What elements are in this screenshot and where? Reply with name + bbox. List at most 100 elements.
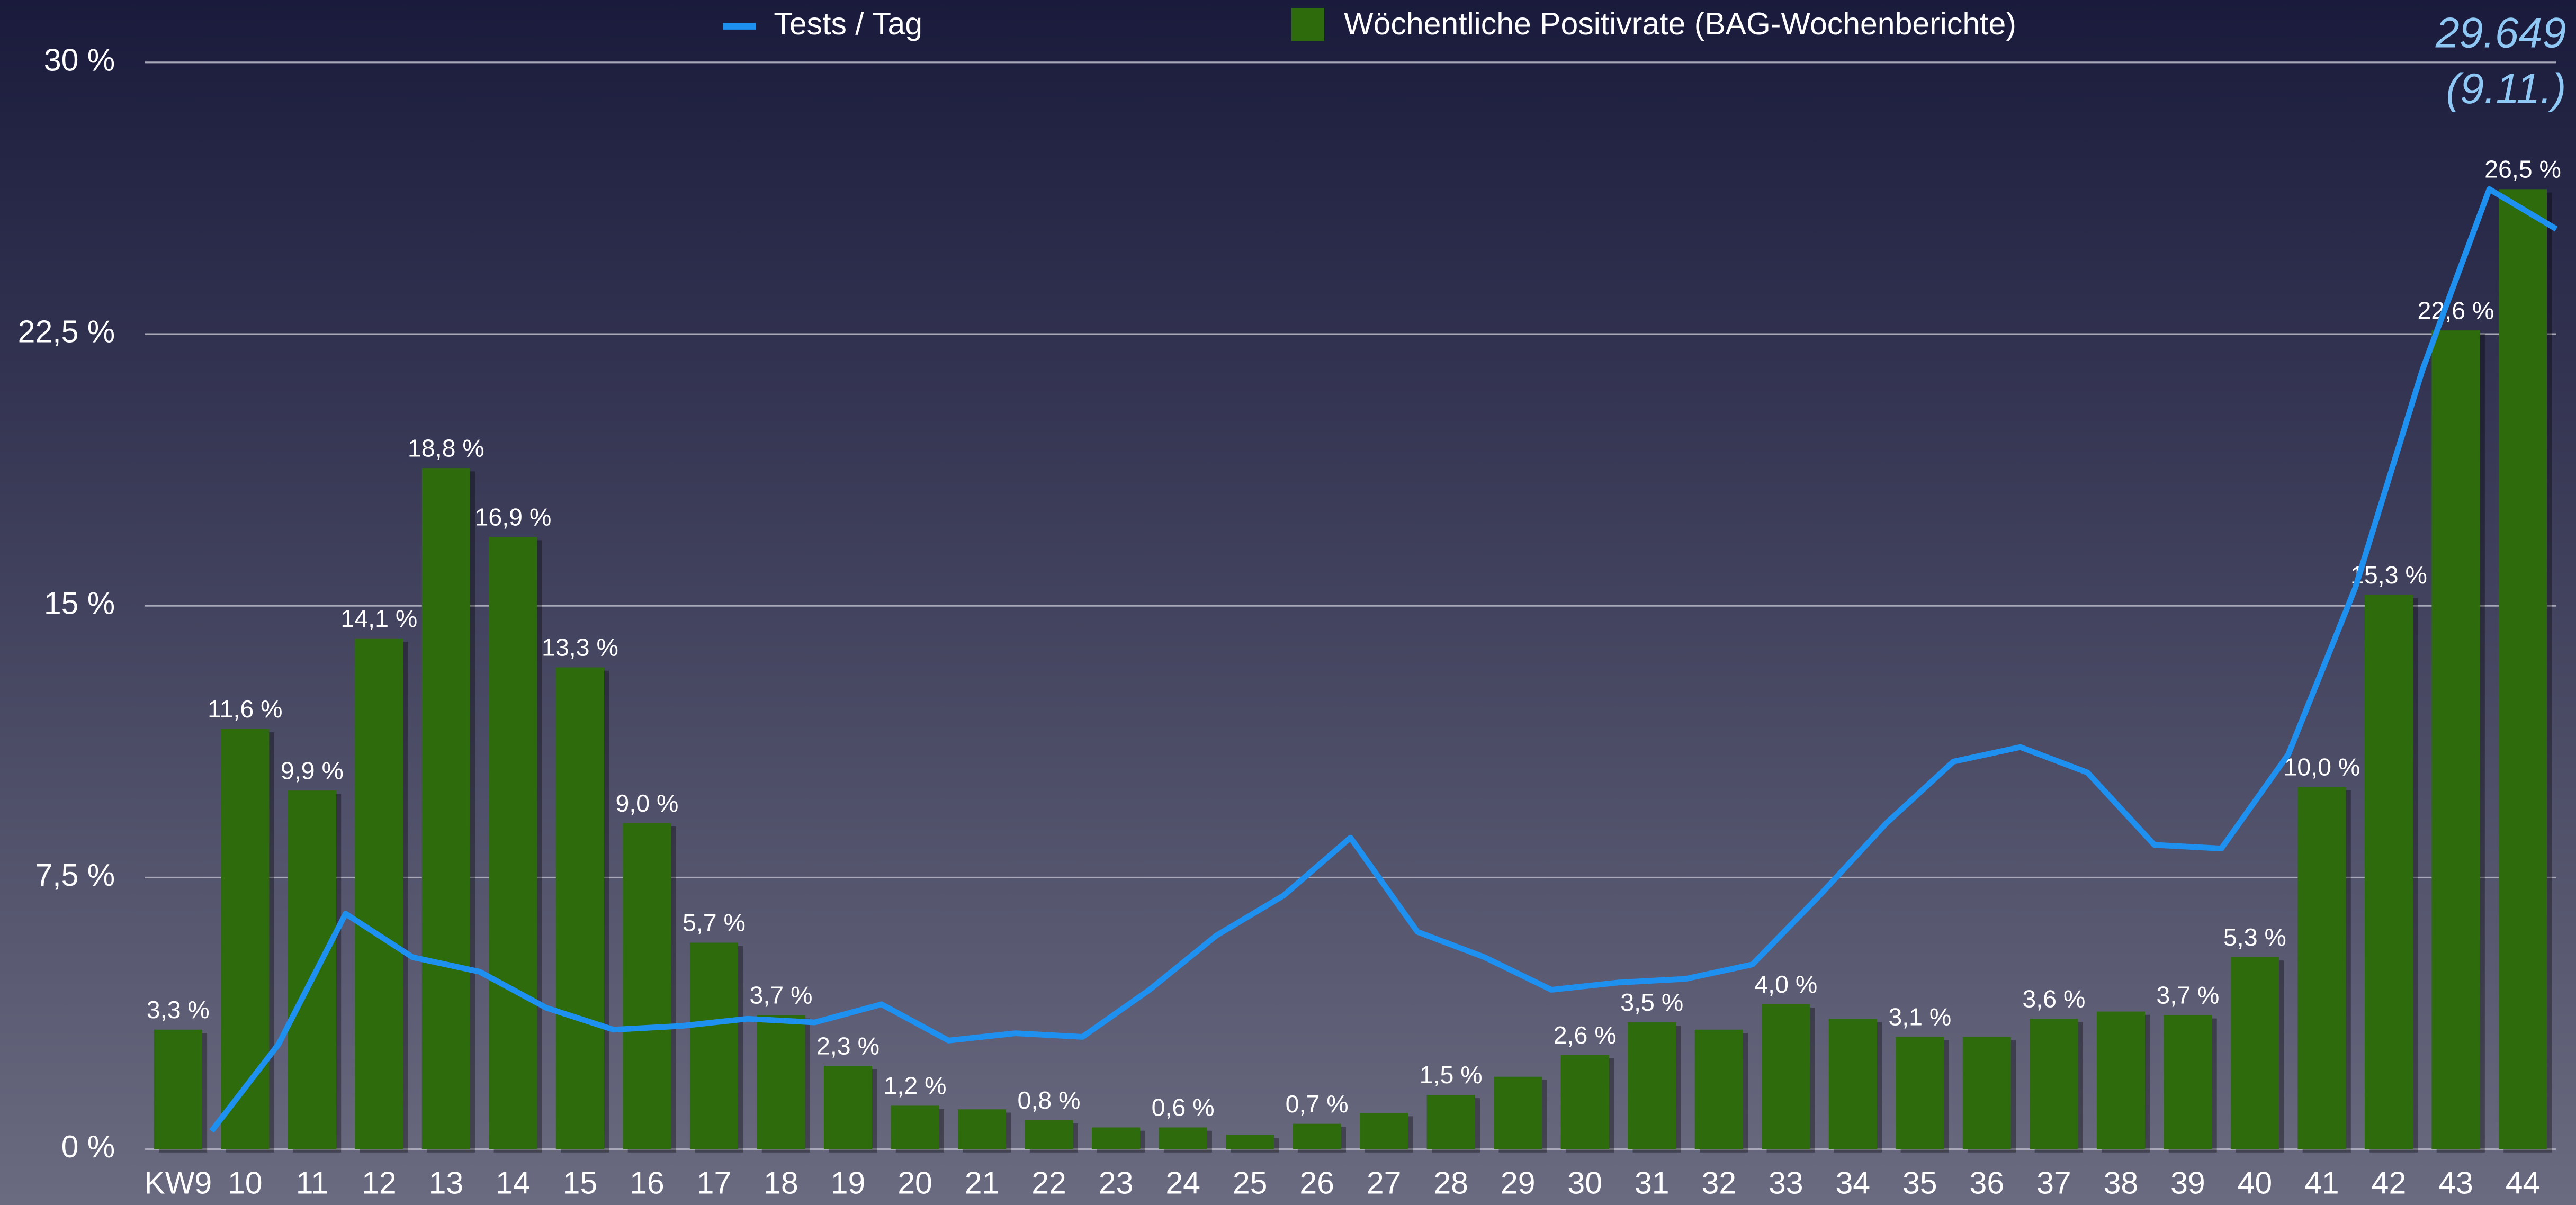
bar [1962, 1037, 2011, 1149]
data-label: 1,5 % [1420, 1061, 1483, 1089]
bar [555, 667, 604, 1149]
x-tick-label: 32 [1701, 1166, 1736, 1200]
bar [1360, 1113, 1408, 1149]
data-label: 3,3 % [147, 996, 210, 1023]
x-tick-label: 33 [1769, 1166, 1803, 1200]
data-label: 0,6 % [1152, 1094, 1215, 1121]
x-tick-label: 14 [496, 1166, 531, 1200]
x-tick-label: 37 [2036, 1166, 2071, 1200]
data-label: 9,9 % [281, 757, 344, 784]
x-tick-label: 31 [1635, 1166, 1670, 1200]
x-tick-label: 38 [2104, 1166, 2139, 1200]
x-tick-label: 34 [1836, 1166, 1871, 1200]
x-tick-label: 20 [897, 1166, 932, 1200]
bar [2096, 1011, 2145, 1149]
x-tick-label: 43 [2438, 1166, 2473, 1200]
data-label: 13,3 % [542, 634, 618, 661]
bar [1896, 1037, 1944, 1149]
data-label: 4,0 % [1754, 970, 1817, 998]
bar [2431, 330, 2480, 1149]
data-label: 14,1 % [340, 605, 417, 632]
x-tick-label: 44 [2506, 1166, 2541, 1200]
x-tick-label: 22 [1031, 1166, 1066, 1200]
x-tick-label: 24 [1165, 1166, 1200, 1200]
data-label: 2,3 % [816, 1032, 879, 1059]
data-label: 11,6 % [208, 695, 282, 723]
x-tick-label: 12 [362, 1166, 397, 1200]
x-tick-label: 25 [1233, 1166, 1268, 1200]
x-tick-label: 30 [1567, 1166, 1602, 1200]
bar [355, 638, 403, 1149]
legend-label: Wöchentliche Positivrate (BAG-Wochenberi… [1344, 7, 2016, 41]
data-label: 3,5 % [1620, 988, 1683, 1016]
x-tick-label: 11 [296, 1166, 328, 1200]
x-tick-label: 18 [764, 1166, 798, 1200]
line [209, 186, 2558, 1133]
bar [1426, 1094, 1475, 1149]
y-tick-label: 15 % [44, 587, 115, 621]
bar [757, 1015, 805, 1149]
bar [1092, 1127, 1141, 1149]
bar [2364, 595, 2413, 1149]
x-tick-label: 27 [1367, 1166, 1402, 1200]
data-label: 3,7 % [2156, 982, 2219, 1009]
data-label: 10,0 % [2284, 753, 2360, 781]
data-label: 2,6 % [1554, 1021, 1617, 1049]
bar [1694, 1029, 1743, 1149]
x-tick-label: 39 [2170, 1166, 2205, 1200]
data-label: 1,2 % [884, 1072, 947, 1100]
x-tick-label: 28 [1433, 1166, 1468, 1200]
bar [489, 537, 537, 1149]
y-tick-label: 30 % [44, 43, 115, 77]
x-tick-label: 36 [1970, 1166, 2005, 1200]
x-tick-label: 35 [1902, 1166, 1937, 1200]
bar [2164, 1015, 2212, 1149]
data-label: 18,8 % [408, 434, 484, 462]
data-label: 9,0 % [615, 789, 678, 817]
x-tick-label: 40 [2238, 1166, 2273, 1200]
bar [1560, 1055, 1609, 1149]
x-tick-label: KW9 [144, 1166, 212, 1200]
bar [1025, 1120, 1073, 1149]
data-label: 16,9 % [474, 503, 551, 530]
bar [2498, 189, 2547, 1149]
bar [623, 823, 671, 1149]
x-tick-label: 21 [965, 1166, 1000, 1200]
x-tick-label: 10 [228, 1166, 263, 1200]
bar [2297, 787, 2346, 1149]
bar [823, 1066, 873, 1149]
x-tick-label: 29 [1501, 1166, 1536, 1200]
bar [1762, 1004, 1810, 1149]
bar [689, 942, 739, 1149]
bar [2030, 1019, 2078, 1149]
bar [1293, 1123, 1341, 1149]
bar [2230, 957, 2279, 1149]
bar [1628, 1022, 1676, 1149]
bar [891, 1105, 939, 1149]
bar [1159, 1127, 1207, 1149]
data-label: 3,7 % [749, 982, 812, 1009]
data-label: 5,3 % [2223, 923, 2286, 951]
bar [1226, 1135, 1274, 1149]
x-tick-label: 42 [2372, 1166, 2407, 1200]
data-label: 26,5 % [2484, 155, 2561, 183]
data-label: 0,7 % [1286, 1090, 1349, 1118]
x-tick-label: 17 [697, 1166, 732, 1200]
x-tick-label: 16 [630, 1166, 665, 1200]
x-tick-label: 23 [1099, 1166, 1134, 1200]
x-tick-label: 15 [563, 1166, 598, 1200]
bar [1494, 1076, 1542, 1149]
annotation: (9.11.) [2446, 65, 2566, 113]
data-label: 3,1 % [1888, 1003, 1951, 1031]
x-tick-label: 13 [429, 1166, 464, 1200]
y-tick-label: 0 % [61, 1130, 115, 1164]
data-label: 3,6 % [2022, 985, 2085, 1012]
x-tick-label: 19 [831, 1166, 866, 1200]
annotation: 29.649 [2435, 10, 2566, 57]
data-label: 0,8 % [1018, 1086, 1081, 1114]
legend-bar-swatch [1291, 8, 1324, 41]
x-tick-label: 26 [1299, 1166, 1334, 1200]
data-label: 5,7 % [683, 909, 746, 937]
y-tick-label: 7,5 % [35, 858, 115, 893]
